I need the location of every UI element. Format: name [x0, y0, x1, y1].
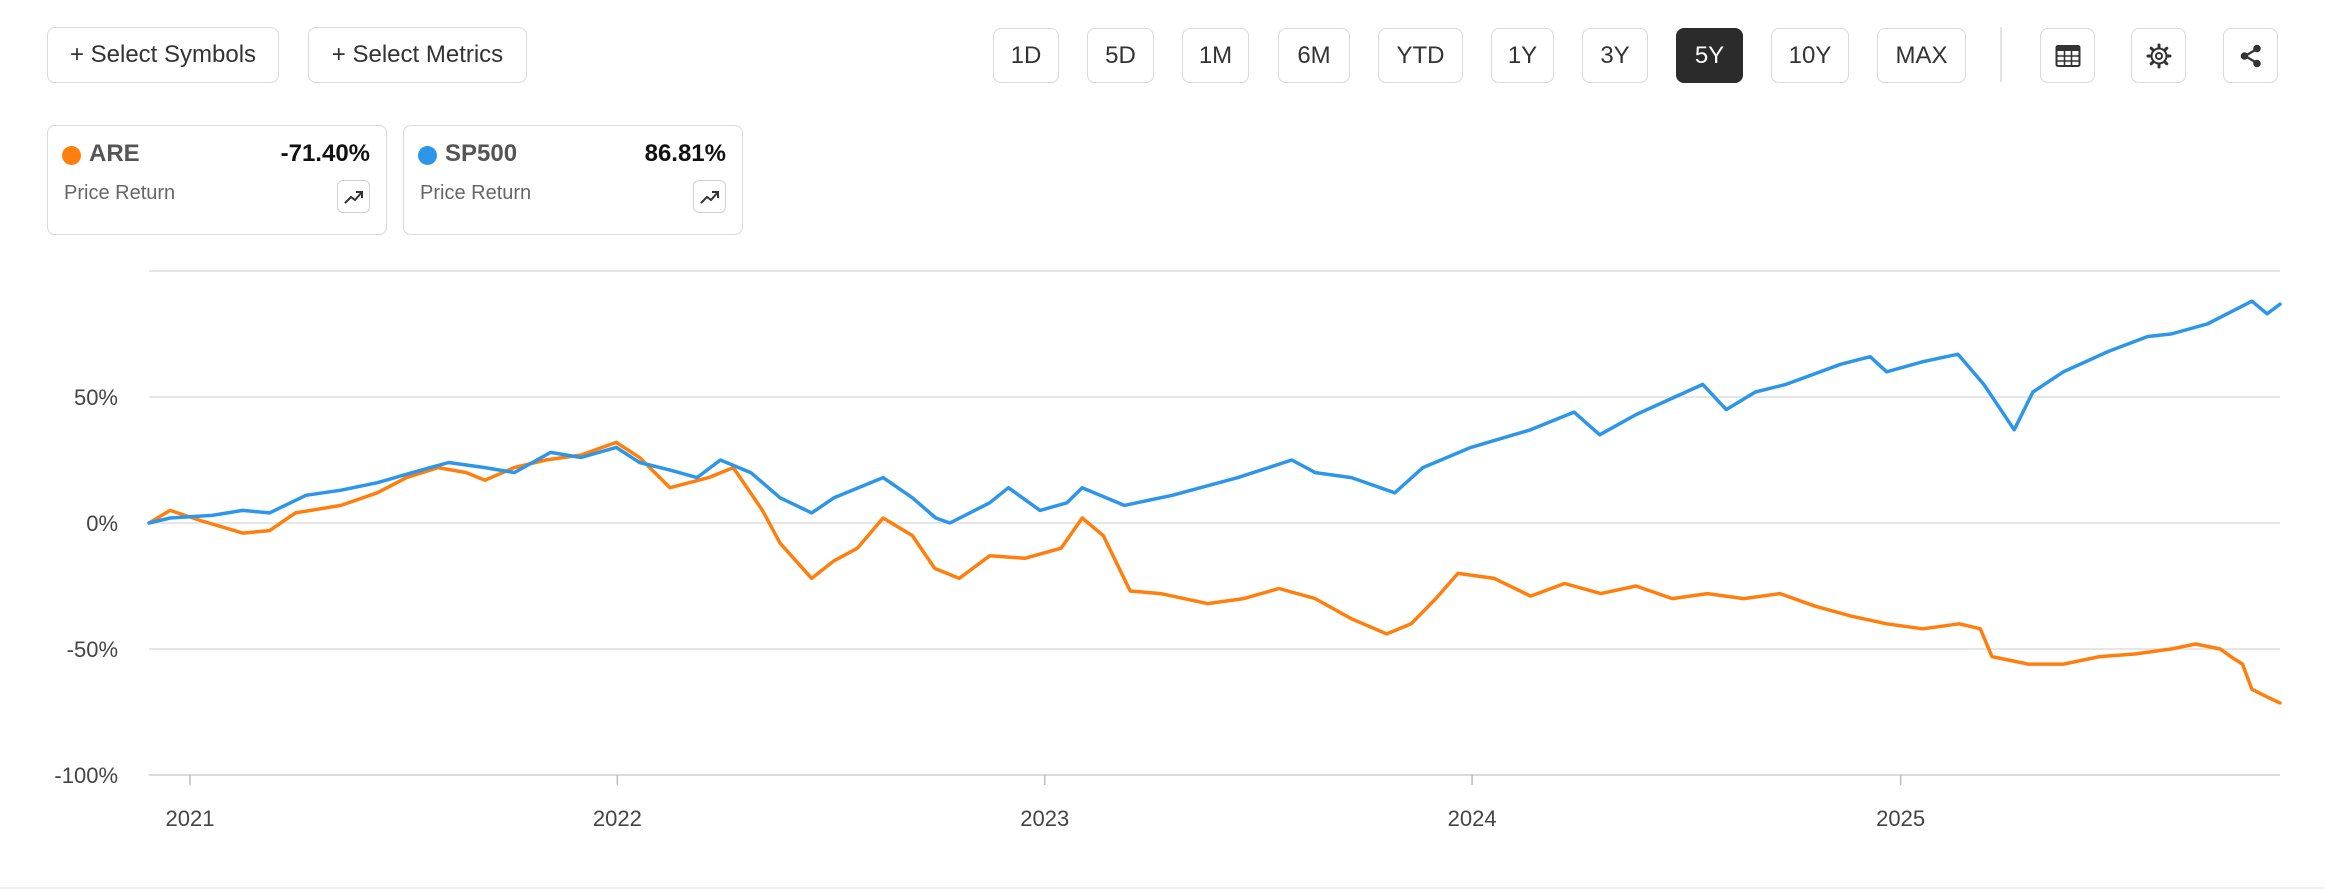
share-icon [2240, 44, 2261, 67]
are-return-value: -71.40% [280, 140, 370, 167]
range-1y-button[interactable]: 1Y [1491, 28, 1554, 83]
y-tick-label: 50% [74, 385, 118, 410]
table-view-button[interactable] [2040, 28, 2095, 83]
range-ytd-button[interactable]: YTD [1378, 28, 1463, 83]
are-symbol-label: ARE [89, 140, 140, 167]
sp500-symbol-label: SP500 [445, 140, 518, 167]
series-line-are [147, 440, 2282, 705]
table-icon [2055, 44, 2080, 67]
range-1d-button[interactable]: 1D [993, 28, 1059, 83]
toolbar-divider [2000, 27, 2002, 82]
x-tick-label: 2024 [1448, 806, 1497, 831]
sp500-return-value: 86.81% [644, 140, 726, 167]
range-1m-button[interactable]: 1M [1182, 28, 1249, 83]
sp500-trend-button[interactable] [693, 180, 726, 213]
x-tick-label: 2022 [593, 806, 642, 831]
y-tick-label: -100% [54, 763, 118, 788]
select-metrics-button[interactable]: + Select Metrics [308, 27, 527, 83]
x-tick-label: 2025 [1876, 806, 1925, 831]
y-tick-label: -50% [67, 637, 118, 662]
range-max-button[interactable]: MAX [1877, 28, 1966, 83]
are-metric-label: Price Return [64, 182, 176, 204]
range-10y-button[interactable]: 10Y [1771, 28, 1849, 83]
sp500-color-dot [418, 146, 437, 165]
select-symbols-button[interactable]: + Select Symbols [47, 27, 279, 83]
trend-icon [699, 190, 719, 204]
range-3y-button[interactable]: 3Y [1582, 28, 1648, 83]
range-6m-button[interactable]: 6M [1278, 28, 1350, 83]
share-button[interactable] [2223, 28, 2278, 83]
x-tick-label: 2023 [1020, 806, 1069, 831]
sp500-metric-label: Price Return [420, 182, 532, 204]
are-trend-button[interactable] [337, 180, 370, 213]
range-5y-button[interactable]: 5Y [1676, 28, 1743, 83]
legend-card-sp500[interactable]: SP500 86.81% Price Return [403, 125, 743, 235]
x-tick-label: 2021 [166, 806, 215, 831]
y-tick-label: 0% [86, 511, 118, 536]
trend-icon [343, 190, 363, 204]
footer-divider [0, 887, 2325, 889]
series-line-sp500 [147, 299, 2282, 525]
range-5d-button[interactable]: 5D [1087, 28, 1154, 83]
settings-button[interactable] [2131, 28, 2186, 83]
gear-icon [2146, 43, 2171, 68]
legend-card-are[interactable]: ARE -71.40% Price Return [47, 125, 387, 235]
are-color-dot [62, 146, 81, 165]
